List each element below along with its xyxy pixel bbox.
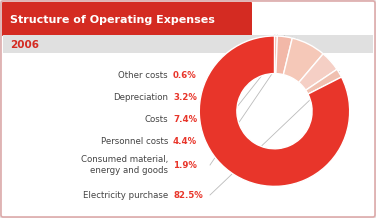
Text: 7.4%: 7.4% <box>173 114 197 124</box>
Wedge shape <box>276 36 292 75</box>
Text: Structure of Operating Expenses: Structure of Operating Expenses <box>10 15 215 25</box>
Text: Costs: Costs <box>144 114 168 124</box>
Wedge shape <box>274 36 277 74</box>
Text: Consumed material,
energy and goods: Consumed material, energy and goods <box>81 155 168 175</box>
Text: 4.4%: 4.4% <box>173 136 197 145</box>
Wedge shape <box>299 54 337 90</box>
FancyBboxPatch shape <box>2 2 252 36</box>
Text: 0.6%: 0.6% <box>173 70 197 80</box>
Text: 2006: 2006 <box>10 40 39 50</box>
Text: Electricity purchase: Electricity purchase <box>83 191 168 199</box>
Wedge shape <box>284 38 323 82</box>
Text: Personnel costs: Personnel costs <box>101 136 168 145</box>
Text: Depreciation: Depreciation <box>113 92 168 102</box>
Wedge shape <box>199 36 350 186</box>
Text: Other costs: Other costs <box>118 70 168 80</box>
Bar <box>3 35 373 53</box>
Text: 3.2%: 3.2% <box>173 92 197 102</box>
Wedge shape <box>306 69 341 94</box>
Text: 1.9%: 1.9% <box>173 160 197 170</box>
Text: 82.5%: 82.5% <box>173 191 203 199</box>
